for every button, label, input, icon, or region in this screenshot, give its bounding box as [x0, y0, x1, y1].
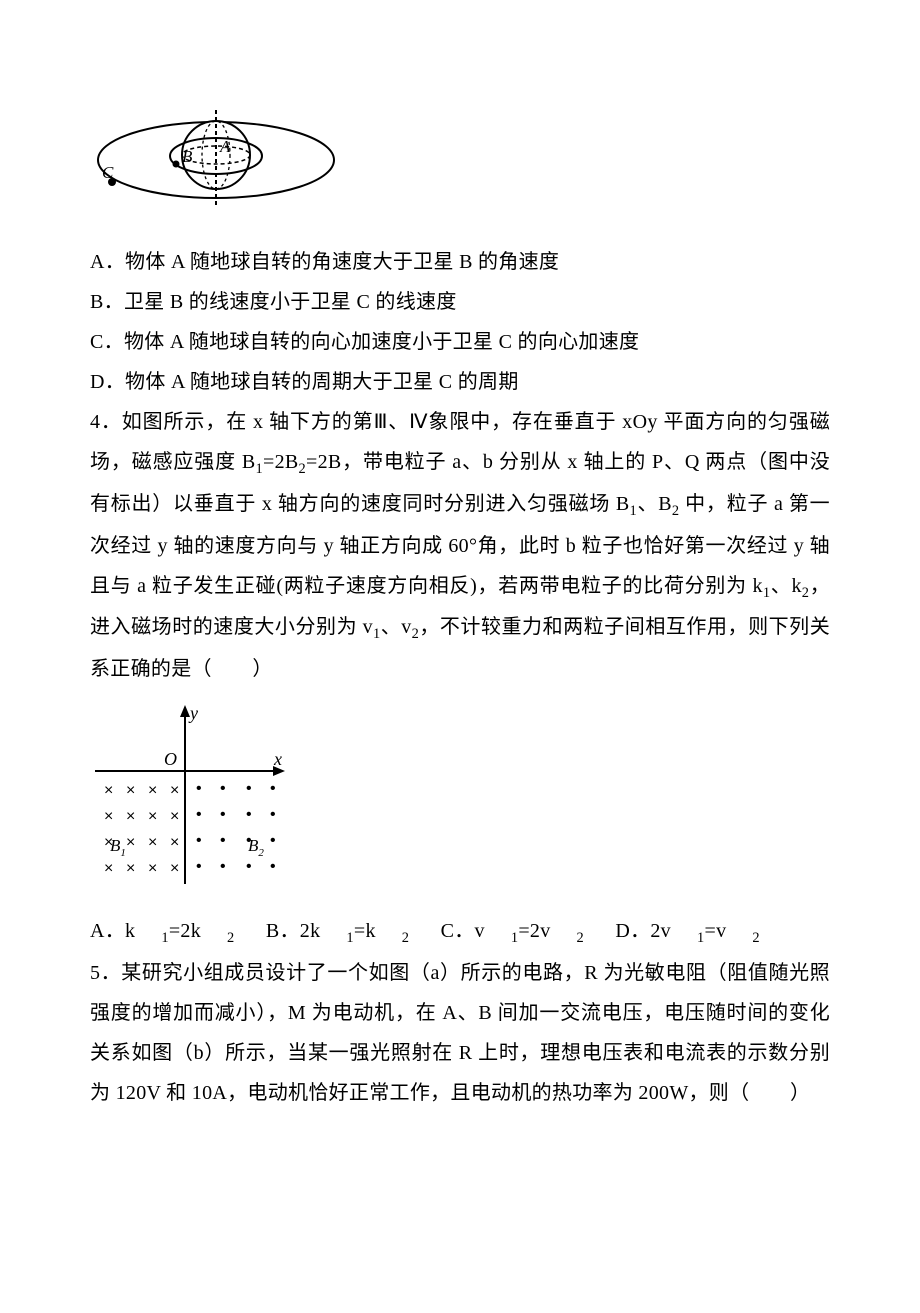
ob-s1: 1	[346, 930, 354, 946]
q5-number: 5．	[90, 962, 121, 984]
svg-text:×: ×	[126, 834, 135, 851]
sub2: 2	[299, 461, 307, 477]
svg-text:•: •	[246, 858, 252, 875]
q3-option-c: C．物体 A 随地球自转的向心加速度小于卫星 C 的向心加速度	[90, 322, 830, 362]
origin-label: O	[164, 749, 177, 769]
q4-option-d: D．2v 1=v 2	[615, 911, 760, 953]
q4-field-figure: y x O ×××× ×××× ×××× ×××× •••• •••• ••••…	[90, 699, 830, 903]
q4-option-b: B．2k 1=k 2	[266, 911, 409, 953]
svg-text:×: ×	[148, 808, 157, 825]
svg-text:×: ×	[104, 808, 113, 825]
oa2: =2k	[169, 911, 201, 951]
od2: =v	[705, 911, 727, 951]
q4-t6: 、k	[770, 575, 801, 597]
oc-s1: 1	[511, 930, 519, 946]
oc2: =2v	[518, 911, 550, 951]
oc-s2: 2	[577, 930, 585, 946]
q4-options: A．k1=2k2 B．2k1=k2 C．v1=2v2 D．2v1=v2	[90, 911, 830, 953]
q4-t4: 、B	[637, 493, 672, 515]
svg-text:•: •	[220, 780, 226, 797]
y-axis-label: y	[188, 703, 198, 723]
q3-option-a: A．物体 A 随地球自转的角速度大于卫星 B 的角速度	[90, 242, 830, 282]
q4-number: 4．	[90, 411, 122, 433]
orbit-svg: A B C	[90, 100, 335, 220]
svg-text:C: C	[102, 163, 114, 182]
sub3: 1	[630, 503, 638, 519]
q5-text: 某研究小组成员设计了一个如图（a）所示的电路，R 为光敏电阻（阻值随光照强度的增…	[90, 962, 830, 1104]
q3-option-b: B．卫星 B 的线速度小于卫星 C 的线速度	[90, 282, 830, 322]
q5-stem: 5．某研究小组成员设计了一个如图（a）所示的电路，R 为光敏电阻（阻值随光照强度…	[90, 953, 830, 1113]
svg-text:•: •	[270, 832, 276, 849]
q3-orbit-figure: A B C	[90, 100, 830, 234]
svg-text:×: ×	[104, 860, 113, 877]
svg-text:•: •	[270, 780, 276, 797]
svg-text:×: ×	[126, 860, 135, 877]
field-svg: y x O ×××× ×××× ×××× ×××× •••• •••• ••••…	[90, 699, 290, 889]
svg-text:•: •	[196, 832, 202, 849]
svg-text:×: ×	[104, 782, 113, 799]
svg-text:•: •	[220, 858, 226, 875]
svg-text:×: ×	[148, 834, 157, 851]
x-axis-label: x	[273, 749, 282, 769]
od-s2: 2	[752, 930, 760, 946]
svg-text:•: •	[220, 832, 226, 849]
svg-text:•: •	[196, 780, 202, 797]
svg-text:×: ×	[148, 860, 157, 877]
svg-text:×: ×	[170, 834, 179, 851]
sub1: 1	[256, 461, 264, 477]
ob2: =k	[354, 911, 376, 951]
q4-t2: =2B	[263, 451, 299, 473]
ob-s2: 2	[402, 930, 410, 946]
svg-text:×: ×	[170, 808, 179, 825]
svg-text:•: •	[246, 806, 252, 823]
oa-s1: 1	[161, 930, 169, 946]
svg-text:A: A	[219, 137, 231, 156]
q4-option-a: A．k 1=2k 2	[90, 911, 235, 953]
svg-text:×: ×	[170, 782, 179, 799]
oa1: A．k	[90, 911, 135, 951]
svg-text:•: •	[270, 806, 276, 823]
svg-text:×: ×	[170, 860, 179, 877]
svg-text:×: ×	[126, 782, 135, 799]
q4-stem: 4．如图所示，在 x 轴下方的第Ⅲ、Ⅳ象限中，存在垂直于 xOy 平面方向的匀强…	[90, 402, 830, 689]
svg-text:×: ×	[148, 782, 157, 799]
od-s1: 1	[697, 930, 705, 946]
svg-text:•: •	[196, 858, 202, 875]
q3-option-d: D．物体 A 随地球自转的周期大于卫星 C 的周期	[90, 362, 830, 402]
oa-s2: 2	[227, 930, 235, 946]
svg-text:•: •	[270, 858, 276, 875]
svg-text:×: ×	[126, 808, 135, 825]
q4-option-c: C．v 1=2v 2	[441, 911, 584, 953]
svg-text:•: •	[196, 806, 202, 823]
q4-t8: 、v	[380, 616, 411, 638]
od1: D．2v	[615, 911, 671, 951]
svg-text:•: •	[246, 780, 252, 797]
oc1: C．v	[441, 911, 485, 951]
svg-text:•: •	[220, 806, 226, 823]
sub8: 2	[412, 626, 420, 642]
svg-text:B: B	[182, 147, 193, 166]
ob1: B．2k	[266, 911, 321, 951]
